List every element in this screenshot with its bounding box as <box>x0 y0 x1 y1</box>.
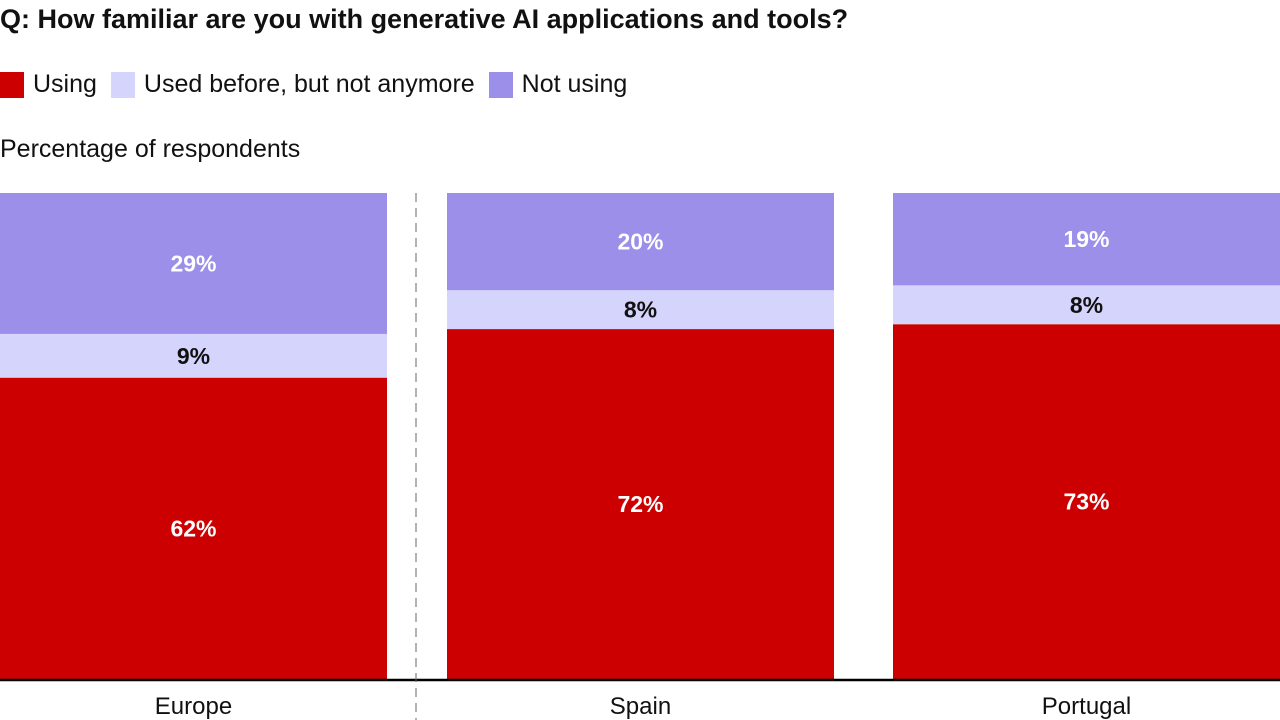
legend-label: Not using <box>521 70 628 98</box>
legend-swatch <box>488 71 513 98</box>
x-tick-label: Portugal <box>1042 693 1131 720</box>
bar-segment <box>447 193 834 291</box>
data-label: 20% <box>617 229 663 255</box>
legend-item-not-using: Not using <box>488 70 628 99</box>
y-axis-label: Percentage of respondents <box>0 135 301 163</box>
legend-item-used-before: Used before, but not anymore <box>110 70 475 99</box>
bar-segment <box>0 193 387 334</box>
bar-segment <box>893 193 1280 286</box>
data-label: 73% <box>1063 489 1109 515</box>
legend-item-using: Using <box>0 70 97 99</box>
bar-segment <box>893 324 1280 679</box>
chart-title: Q: How familiar are you with generative … <box>0 4 849 34</box>
x-tick-label: Spain <box>610 693 671 720</box>
data-label: 8% <box>1070 292 1103 318</box>
data-label: 72% <box>617 491 663 517</box>
data-label: 62% <box>170 515 216 541</box>
legend: Using Used before, but not anymore Not u… <box>0 70 641 99</box>
bar-segment <box>447 290 834 330</box>
data-label: 29% <box>170 250 216 276</box>
x-tick-label: Europe <box>155 693 232 720</box>
bar-segment <box>0 377 387 679</box>
legend-swatch <box>0 71 24 98</box>
data-label: 19% <box>1063 226 1109 252</box>
bar-segment <box>893 285 1280 325</box>
legend-label: Using <box>33 70 97 98</box>
legend-label: Used before, but not anymore <box>143 70 475 98</box>
data-label: 8% <box>624 297 657 323</box>
legend-swatch <box>110 71 135 98</box>
data-label: 9% <box>177 343 210 369</box>
bar-segment <box>0 333 387 378</box>
bar-segment <box>447 329 834 679</box>
